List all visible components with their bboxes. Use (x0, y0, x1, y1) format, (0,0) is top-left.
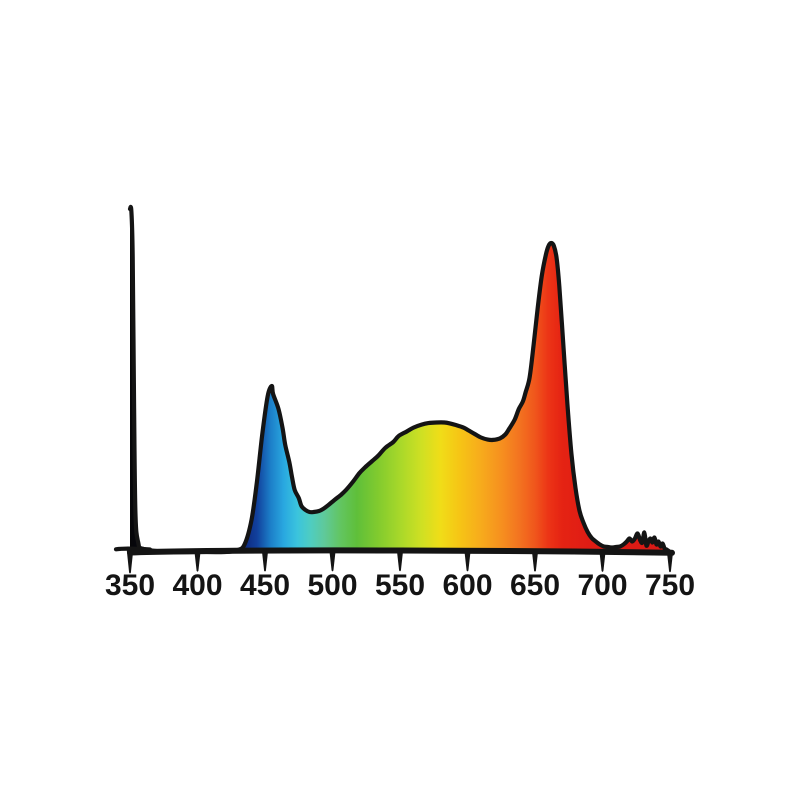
svg-text:650: 650 (510, 569, 560, 602)
svg-text:450: 450 (240, 569, 290, 602)
svg-text:700: 700 (577, 569, 627, 602)
svg-text:350: 350 (105, 569, 155, 602)
svg-text:400: 400 (172, 569, 222, 602)
svg-text:550: 550 (375, 569, 425, 602)
svg-text:750: 750 (645, 569, 695, 602)
svg-text:600: 600 (442, 569, 492, 602)
svg-text:500: 500 (307, 569, 357, 602)
